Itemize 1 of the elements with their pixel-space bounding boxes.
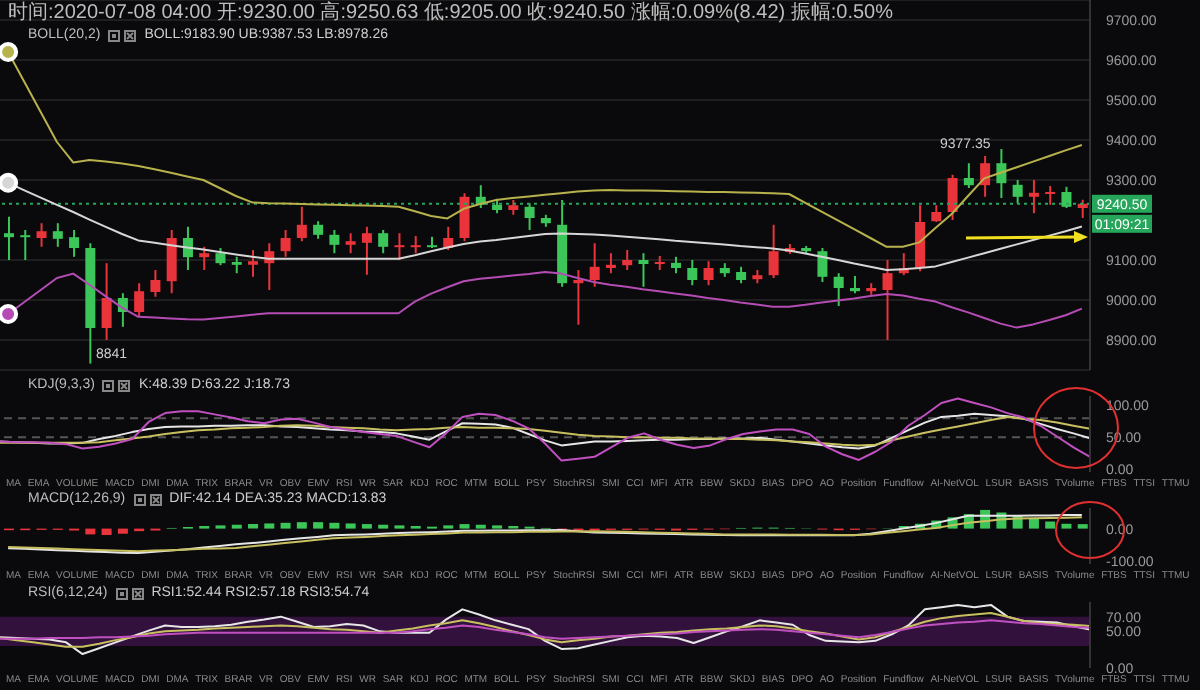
chart-title: 时间:2020-07-08 04:00 开:9230.00 高:9250.63 低:9205.00 收:9240.50 涨幅:0.09%(8.42) 振幅:0.50% — [8, 2, 893, 26]
